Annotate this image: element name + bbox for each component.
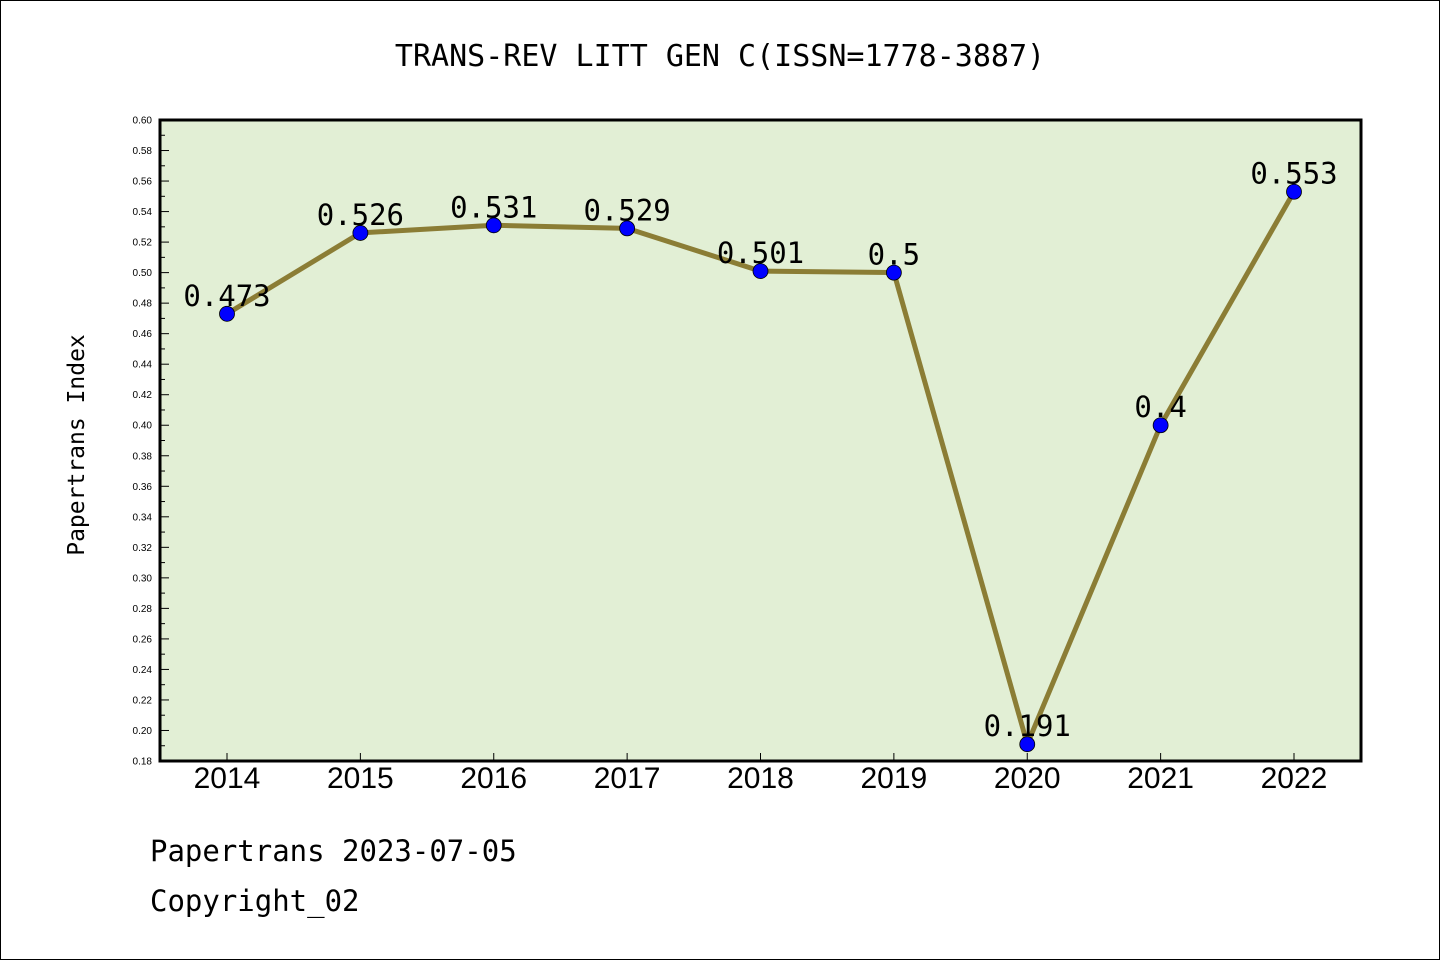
x-axis: 2014 2015 2016 2017 2018 2019 2020 2021 2022 bbox=[194, 753, 1328, 795]
data-label: 0.501 bbox=[717, 236, 804, 270]
y-tick-label: 0.40 bbox=[133, 421, 153, 432]
x-tick-label: 2019 bbox=[861, 762, 928, 795]
x-tick-label: 2015 bbox=[327, 762, 394, 795]
y-tick-label: 0.60 bbox=[133, 116, 153, 127]
y-tick-label: 0.32 bbox=[133, 543, 153, 554]
x-tick-label: 2016 bbox=[460, 762, 527, 795]
data-label: 0.531 bbox=[450, 190, 537, 224]
data-label: 0.553 bbox=[1250, 157, 1337, 191]
data-label: 0.191 bbox=[984, 709, 1071, 743]
data-label: 0.4 bbox=[1134, 390, 1186, 424]
x-tick-label: 2014 bbox=[194, 762, 261, 795]
x-tick-label: 2021 bbox=[1127, 762, 1194, 795]
x-tick-label: 2022 bbox=[1261, 762, 1328, 795]
data-point bbox=[352, 225, 369, 241]
data-labels: 0.473 0.526 0.531 0.529 0.501 0.5 0.191 0.4 0.55… bbox=[183, 157, 1337, 743]
data-label: 0.526 bbox=[317, 198, 404, 232]
y-tick-label: 0.36 bbox=[133, 482, 153, 493]
y-tick-label: 0.54 bbox=[133, 207, 153, 218]
footer-date: Papertrans 2023-07-05 bbox=[150, 834, 517, 868]
data-point bbox=[619, 220, 636, 237]
data-label: 0.5 bbox=[868, 238, 920, 272]
y-tick-label: 0.34 bbox=[133, 512, 153, 523]
y-axis-label: Papertrans Index bbox=[64, 334, 90, 556]
data-point bbox=[1152, 417, 1169, 434]
data-point bbox=[485, 217, 502, 234]
series bbox=[219, 183, 1302, 753]
y-tick-label: 0.26 bbox=[133, 634, 153, 645]
data-point bbox=[1019, 736, 1036, 753]
chart-title: TRANS-REV LITT GEN C(ISSN=1778-3887) bbox=[395, 39, 1045, 74]
y-tick-label: 0.58 bbox=[133, 146, 153, 157]
x-tick-label: 2020 bbox=[994, 762, 1061, 795]
y-tick-label: 0.48 bbox=[133, 299, 153, 310]
y-tick-label: 0.46 bbox=[133, 329, 153, 340]
y-tick-label: 0.42 bbox=[133, 390, 153, 401]
y-axis: 0.18 0.20 0.22 0.24 0.26 0.28 0.30 0.32 0.34 0.36… bbox=[133, 116, 169, 768]
y-tick-label: 0.20 bbox=[133, 726, 153, 737]
y-tick-label: 0.50 bbox=[133, 268, 153, 279]
data-point bbox=[1286, 183, 1302, 200]
y-tick-label: 0.22 bbox=[133, 695, 153, 706]
data-label: 0.529 bbox=[583, 193, 670, 227]
y-tick-label: 0.56 bbox=[133, 177, 153, 188]
y-tick-label: 0.24 bbox=[133, 665, 153, 676]
y-tick-label: 0.38 bbox=[133, 451, 153, 462]
y-tick-label: 0.52 bbox=[133, 238, 153, 249]
data-point bbox=[885, 264, 902, 281]
y-tick-label: 0.44 bbox=[133, 360, 153, 371]
data-label: 0.473 bbox=[183, 279, 270, 313]
x-tick-label: 2017 bbox=[594, 762, 661, 795]
x-tick-label: 2018 bbox=[727, 762, 794, 795]
data-point bbox=[752, 263, 769, 279]
y-tick-label: 0.30 bbox=[133, 573, 153, 584]
y-tick-label: 0.18 bbox=[133, 757, 153, 768]
footer-copyright: Copyright_02 bbox=[150, 884, 360, 918]
data-point bbox=[219, 305, 235, 322]
y-tick-label: 0.28 bbox=[133, 604, 153, 615]
